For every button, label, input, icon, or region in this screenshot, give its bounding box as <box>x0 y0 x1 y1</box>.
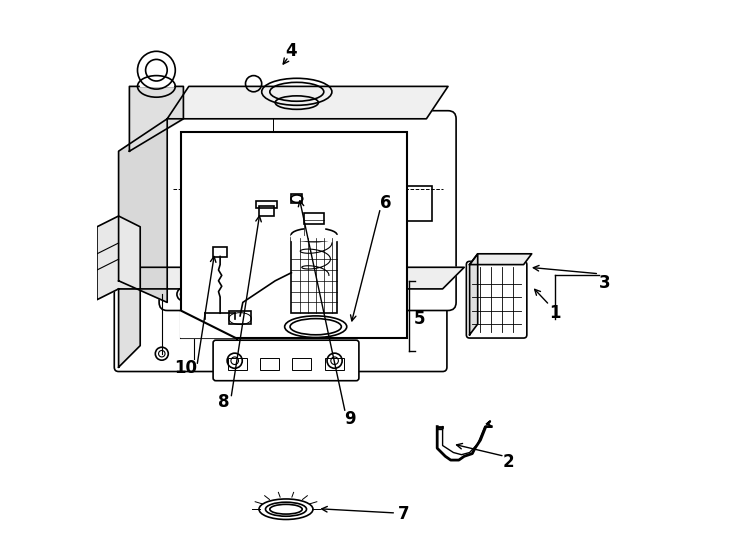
Polygon shape <box>119 267 464 289</box>
Bar <box>291 238 338 313</box>
Polygon shape <box>181 310 235 338</box>
Polygon shape <box>119 267 140 367</box>
Text: 8: 8 <box>218 393 230 411</box>
Text: 5: 5 <box>414 309 426 328</box>
Bar <box>260 358 279 370</box>
Polygon shape <box>129 86 184 151</box>
Bar <box>291 194 302 202</box>
Bar <box>256 201 277 208</box>
Bar <box>325 358 344 370</box>
Polygon shape <box>119 119 167 302</box>
FancyBboxPatch shape <box>466 261 527 338</box>
Text: 2: 2 <box>503 453 515 471</box>
Bar <box>404 186 432 221</box>
Bar <box>229 310 251 324</box>
Text: 3: 3 <box>599 274 611 293</box>
Polygon shape <box>97 216 140 300</box>
Bar <box>305 221 324 235</box>
Text: 6: 6 <box>380 193 392 212</box>
FancyBboxPatch shape <box>159 111 456 310</box>
Text: 9: 9 <box>344 409 355 428</box>
Polygon shape <box>140 65 172 86</box>
Bar <box>181 132 407 338</box>
Text: 7: 7 <box>398 505 410 523</box>
Polygon shape <box>470 254 531 265</box>
Polygon shape <box>305 221 324 235</box>
Bar <box>292 358 311 370</box>
Polygon shape <box>470 254 478 335</box>
Text: 4: 4 <box>286 42 297 60</box>
Bar <box>213 247 227 256</box>
Bar <box>259 206 274 216</box>
Text: 1: 1 <box>549 304 561 322</box>
FancyBboxPatch shape <box>115 285 447 372</box>
Bar <box>304 213 324 224</box>
Polygon shape <box>167 86 448 119</box>
Text: 10: 10 <box>175 359 197 377</box>
FancyBboxPatch shape <box>213 340 359 381</box>
Bar <box>228 358 247 370</box>
Polygon shape <box>291 235 338 240</box>
